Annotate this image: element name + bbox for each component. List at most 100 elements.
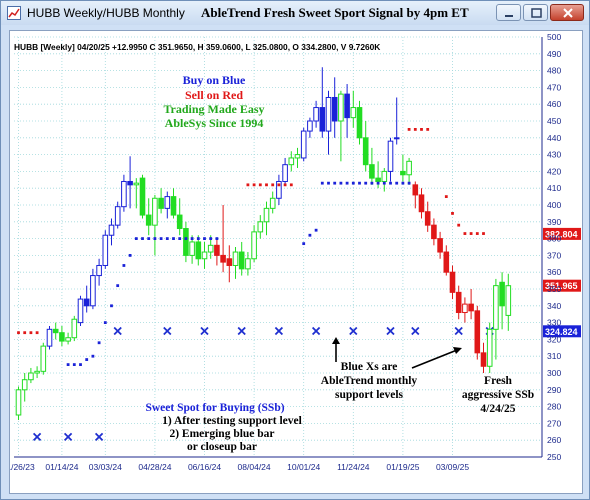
trend-stop-dot xyxy=(209,237,213,240)
trend-stop-dot xyxy=(463,232,467,235)
price-bar-body xyxy=(356,107,363,139)
price-bar-body xyxy=(418,194,425,213)
chart-frame: 382.804 351.965 324.824 250 260 270 280 290 300… xyxy=(2,30,583,494)
trend-stop-dot xyxy=(382,181,386,185)
price-bar-body xyxy=(350,107,357,119)
y-tick-label: 420 xyxy=(547,166,561,176)
price-bar-body xyxy=(59,332,65,342)
y-tick-label: 380 xyxy=(547,234,561,244)
monthly-support-x xyxy=(274,326,284,336)
window-title: HUBB Weekly/HUBB Monthly xyxy=(27,6,185,20)
trend-stop-dot xyxy=(451,212,454,215)
trend-stop-dot xyxy=(413,128,417,131)
price-bar-body xyxy=(431,224,437,240)
trend-stop-dot xyxy=(345,181,349,185)
price-bar-body xyxy=(269,197,276,209)
price-bar-body xyxy=(195,241,202,260)
price-bar-body xyxy=(300,130,307,159)
monthly-support-x xyxy=(94,432,104,441)
monthly-support-x xyxy=(113,326,122,336)
chart-app-icon xyxy=(7,6,21,20)
price-bar-body xyxy=(331,96,338,122)
price-bar-body xyxy=(220,254,226,263)
trend-stop-dot xyxy=(165,237,169,240)
sweet-spot-rule3: or closeup bar xyxy=(187,441,257,453)
monthly-support-x xyxy=(386,326,395,336)
price-bar-body xyxy=(226,258,233,266)
price-bar-body xyxy=(319,107,326,132)
y-tick-label: 360 xyxy=(547,267,561,277)
price-bar-body xyxy=(307,120,313,132)
trend-stop-dot xyxy=(475,232,479,235)
title-bar[interactable]: HUBB Weekly/HUBB Monthly AbleTrend Fresh… xyxy=(1,1,589,25)
monthly-support-x xyxy=(63,432,73,441)
trend-stop-dot xyxy=(103,321,107,324)
y-tick-label: 260 xyxy=(547,435,561,445)
price-bar-body xyxy=(238,251,245,270)
price-bar-body xyxy=(437,238,443,253)
trend-stop-dot xyxy=(258,183,262,187)
price-bar-body xyxy=(108,224,115,236)
price-bar-body xyxy=(486,328,493,367)
trend-stop-dot xyxy=(395,181,399,185)
trend-stop-dot xyxy=(66,363,70,366)
price-bar-body xyxy=(65,337,71,342)
y-tick-label: 460 xyxy=(547,99,561,109)
trend-stop-dot xyxy=(327,181,330,185)
price-bar-body xyxy=(276,180,282,199)
legend-sell: Sell on Red xyxy=(185,88,243,102)
y-tick-label: 340 xyxy=(547,301,561,311)
legend-company: AbleSys Since 1994 xyxy=(165,116,264,130)
price-bar-body xyxy=(46,328,53,347)
y-tick-label: 430 xyxy=(547,150,561,160)
price-bar-body xyxy=(493,285,499,330)
price-bar-body xyxy=(455,291,462,314)
price-bar-body xyxy=(294,154,301,159)
trend-stop-dot xyxy=(333,181,337,185)
trend-stop-dot xyxy=(172,237,175,240)
trend-stop-dot xyxy=(147,237,151,240)
monthly-support-x xyxy=(163,326,172,336)
signal-title: AbleTrend Fresh Sweet Sport Signal by 4p… xyxy=(201,5,469,20)
price-bar-body xyxy=(449,271,456,293)
support-arrow-up-head xyxy=(332,337,340,344)
trend-stop-dot xyxy=(482,232,485,235)
fresh-signal-line2: aggressive SSb xyxy=(462,389,534,401)
price-bar-body xyxy=(381,170,388,182)
trend-stop-dot xyxy=(339,181,343,185)
trend-stop-dot xyxy=(358,181,361,185)
trend-stop-dot xyxy=(277,183,281,187)
minimize-button[interactable] xyxy=(496,4,521,21)
price-bar-body xyxy=(183,228,189,256)
price-bar-body xyxy=(145,214,152,226)
monthly-support-x xyxy=(200,326,209,336)
price-bar-body xyxy=(505,285,512,316)
trend-stop-dot xyxy=(351,181,355,185)
price-chart[interactable]: 382.804 351.965 324.824 250 260 270 280 290 300… xyxy=(2,31,582,493)
fresh-signal-line1: Fresh xyxy=(484,375,513,387)
y-tick-label: 350 xyxy=(547,284,561,294)
fresh-signal-line3: 4/24/25 xyxy=(480,403,515,415)
y-tick-label: 490 xyxy=(547,49,561,59)
maximize-button[interactable] xyxy=(523,4,548,21)
trend-stop-dot xyxy=(271,183,275,187)
price-tag-box xyxy=(543,227,581,240)
trend-stop-dot xyxy=(308,233,312,237)
close-button[interactable] xyxy=(550,4,584,21)
price-bar-body xyxy=(443,251,450,273)
trend-stop-dot xyxy=(407,128,411,131)
support-note-line3: support levels xyxy=(335,389,404,401)
maximize-icon xyxy=(531,8,542,18)
price-bar-body xyxy=(133,182,140,186)
y-tick-label: 310 xyxy=(547,351,561,361)
trend-stop-dot xyxy=(215,237,219,240)
price-tag-label: 382.804 xyxy=(545,229,578,239)
price-bar-body xyxy=(21,379,28,391)
price-tag-label: 351.965 xyxy=(545,281,578,291)
price-bar-body xyxy=(424,211,431,226)
price-bar-body xyxy=(176,214,183,230)
sweet-spot-rule1: 1) After testing support level xyxy=(162,415,302,427)
trend-stop-dot xyxy=(289,183,293,187)
monthly-support-x xyxy=(454,326,463,336)
price-bar-body xyxy=(393,137,400,140)
